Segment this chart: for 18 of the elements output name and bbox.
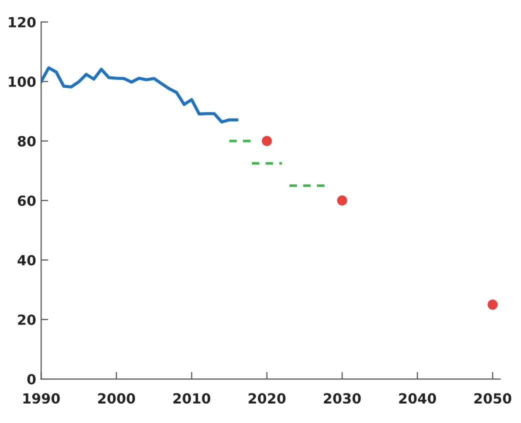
point [262,136,272,146]
y-tick-label: 0 [27,374,36,384]
point [337,195,348,206]
y-tick-label: 80 [18,136,36,146]
y-tick-label: 60 [18,195,36,206]
x-tick-label: 2010 [173,393,210,404]
x-tick-label: 1990 [23,393,60,404]
x-tick-label: 2000 [98,393,136,404]
y-tick-label: 40 [18,254,36,266]
x-tick-label: 2040 [399,393,436,404]
x-tick-label: 2030 [324,393,361,404]
y-tick-label: 100 [8,76,36,87]
point [488,300,498,310]
y-tick-label: 120 [8,16,36,28]
line-series [41,66,238,124]
y-tick-label: 20 [18,314,36,325]
x-tick-label: 2020 [248,393,286,404]
x-tick-label: 2050 [474,393,512,404]
